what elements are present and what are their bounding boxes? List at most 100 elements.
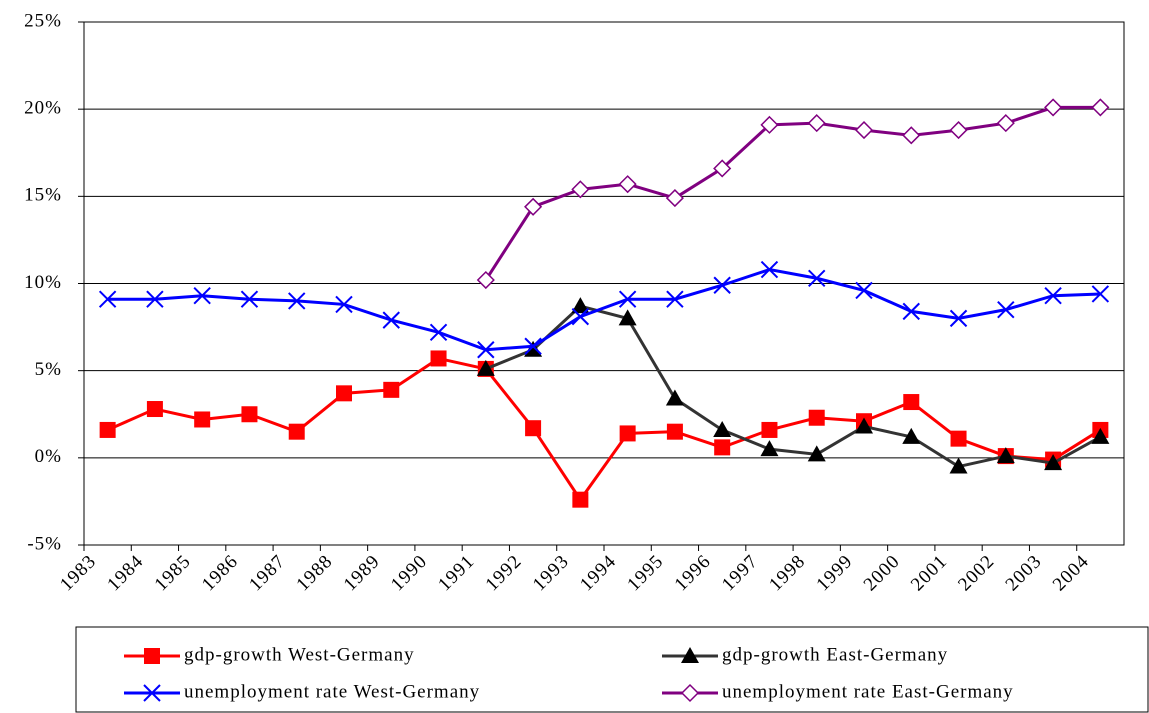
data-point	[524, 337, 542, 355]
x-tick-label: 1992	[482, 551, 527, 596]
data-point	[430, 350, 447, 367]
data-point	[193, 286, 211, 305]
legend-label: gdp-growth West-Germany	[184, 644, 415, 665]
x-tick-label: 1996	[671, 551, 716, 596]
y-tick-label: 0%	[35, 446, 62, 467]
data-point	[288, 423, 305, 440]
x-tick-label: 2002	[954, 551, 999, 596]
y-tick-label: -5%	[27, 533, 62, 554]
data-point	[524, 340, 543, 357]
legend-marker	[143, 684, 161, 702]
x-tick-label: 2001	[907, 551, 952, 596]
data-point	[146, 401, 163, 418]
x-tick-label: 2000	[860, 551, 905, 596]
x-tick-label: 1983	[56, 551, 101, 596]
legend-label: unemployment rate West-Germany	[184, 681, 480, 702]
data-point	[761, 421, 778, 438]
data-point	[241, 406, 258, 423]
data-point	[666, 290, 684, 308]
data-point	[714, 439, 731, 456]
data-point	[713, 420, 732, 437]
x-tick-label: 1988	[292, 551, 337, 596]
data-point	[808, 409, 825, 426]
data-point	[665, 189, 684, 208]
x-tick-label: 1991	[434, 551, 479, 596]
series-line	[107, 268, 1101, 352]
data-point	[194, 411, 211, 428]
data-point	[760, 115, 779, 134]
data-point	[618, 175, 637, 194]
data-point	[382, 311, 400, 329]
data-point	[383, 381, 400, 398]
legend-marker	[144, 648, 160, 664]
data-point	[336, 385, 352, 402]
y-tick-label: 20%	[24, 98, 62, 119]
data-point	[619, 425, 636, 442]
x-tick-label: 1987	[245, 551, 290, 596]
data-point	[855, 417, 873, 434]
data-point	[618, 309, 637, 326]
y-tick-label: 5%	[35, 359, 62, 380]
data-point	[666, 423, 683, 440]
y-tick-label: 25%	[24, 10, 62, 31]
data-point	[571, 307, 590, 326]
data-point	[1091, 427, 1110, 444]
series-line	[485, 304, 1102, 469]
x-tick-label: 1985	[151, 551, 196, 596]
data-point	[997, 300, 1015, 319]
data-point	[1044, 286, 1062, 305]
data-point	[713, 276, 731, 294]
data-point	[1044, 454, 1063, 471]
data-point	[1091, 98, 1110, 117]
data-point	[996, 447, 1015, 464]
legend-label: gdp-growth East-Germany	[722, 644, 948, 665]
data-point	[288, 292, 306, 310]
y-tick-label: 15%	[24, 185, 62, 206]
x-tick-label: 2003	[1002, 551, 1047, 596]
data-point	[571, 297, 590, 314]
data-point	[618, 290, 637, 308]
x-tick-label: 1986	[198, 551, 243, 596]
data-point	[1044, 98, 1063, 117]
data-point	[1091, 285, 1110, 303]
data-point	[902, 427, 921, 444]
legend-marker	[681, 647, 699, 663]
x-tick-label: 1998	[765, 551, 810, 596]
data-point	[760, 440, 779, 457]
data-point	[571, 180, 590, 199]
data-point	[949, 457, 968, 474]
data-point	[807, 445, 826, 462]
x-tick-label: 1997	[718, 551, 763, 596]
x-tick-label: 2004	[1049, 551, 1094, 596]
legend-box	[75, 626, 1149, 713]
data-point	[855, 281, 873, 300]
data-point	[524, 197, 543, 216]
x-tick-label: 1994	[576, 551, 621, 596]
data-point	[525, 420, 542, 437]
data-point	[713, 159, 732, 178]
data-point	[476, 270, 495, 290]
x-tick-label: 1993	[529, 551, 574, 596]
data-point	[902, 126, 921, 145]
y-tick-label: 10%	[24, 272, 62, 293]
data-point	[477, 341, 495, 359]
series-line	[107, 356, 1102, 503]
x-tick-label: 1984	[103, 551, 148, 596]
data-point	[335, 295, 353, 314]
data-point	[429, 323, 448, 342]
data-point	[808, 269, 826, 287]
data-point	[949, 121, 968, 140]
data-point	[807, 114, 826, 133]
data-point	[950, 430, 967, 447]
data-point	[98, 290, 117, 308]
data-point	[99, 421, 116, 438]
data-point	[760, 260, 779, 279]
data-point	[240, 290, 259, 308]
x-tick-label: 1990	[387, 551, 432, 596]
data-point	[146, 290, 164, 308]
data-point	[476, 359, 495, 376]
x-tick-label: 1989	[340, 551, 385, 596]
data-point	[902, 302, 920, 321]
data-point	[903, 394, 920, 411]
x-tick-label: 1995	[623, 551, 668, 596]
